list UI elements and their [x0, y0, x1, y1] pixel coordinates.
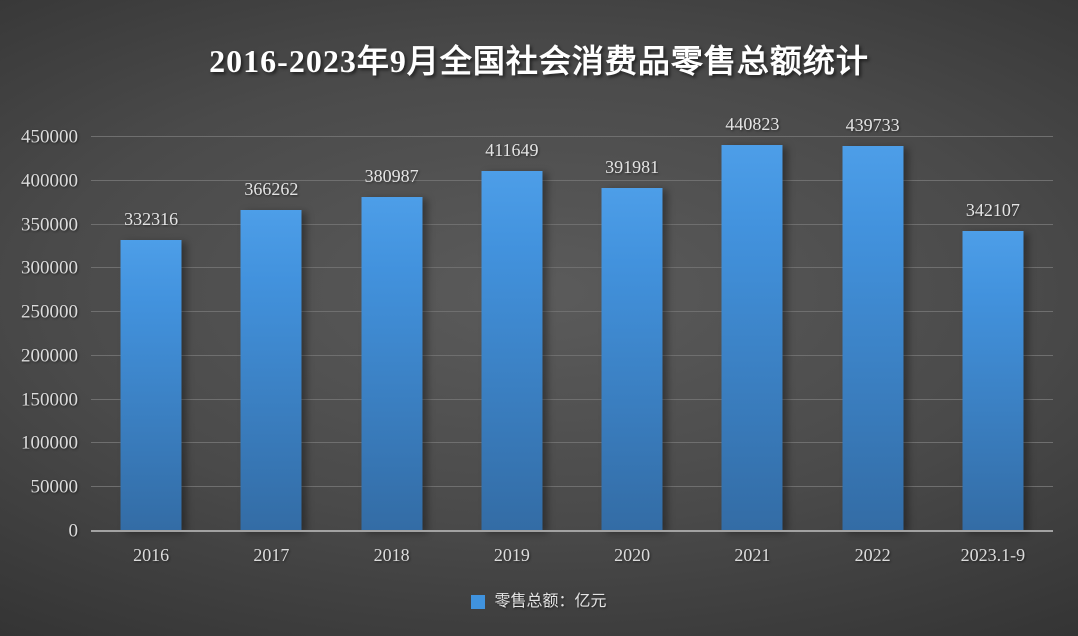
data-label-2019: 411649	[485, 139, 539, 160]
x-axis-labels: 2016 2017 2018 2019 2020 2021 2022 2023.1-9	[91, 545, 1053, 567]
x-tick-label-2016: 2016	[133, 545, 170, 565]
bar-2019	[481, 170, 543, 531]
gridline-50000	[91, 486, 1053, 488]
data-label-2022: 439733	[845, 115, 900, 135]
x-tick-label-2021: 2021	[734, 545, 771, 565]
bar-column-2020: 391981	[572, 137, 692, 531]
legend-label: 零售总额：亿元	[494, 593, 607, 610]
y-tick-label-200000: 200000	[21, 345, 78, 367]
y-tick-label-250000: 250000	[21, 301, 78, 323]
gridline-300000	[91, 267, 1053, 269]
gridline-350000	[91, 223, 1053, 225]
y-tick-label-450000: 450000	[21, 126, 78, 148]
y-tick-label-0: 0	[68, 520, 79, 542]
bar-2016	[120, 240, 182, 531]
bar-2022	[842, 146, 904, 531]
y-axis-labels: 0 50000 100000 150000 200000 250000 300000 3500…	[0, 128, 79, 541]
gridline-250000	[91, 311, 1053, 313]
y-tick-label-50000: 50000	[30, 476, 79, 498]
x-tick-label-2020: 2020	[614, 545, 651, 565]
y-tick-label-150000: 150000	[21, 389, 78, 411]
data-label-2016: 332316	[124, 209, 179, 230]
data-label-2017: 366262	[244, 179, 299, 200]
bar-column-2017: 366262	[211, 137, 331, 531]
gridline-100000	[91, 442, 1053, 444]
y-tick-label-350000: 350000	[21, 214, 78, 236]
bar-column-2023.1-9: 342107	[933, 137, 1053, 531]
chart-title: 2016-2023年9月全国社会消费品零售总额统计	[209, 43, 869, 79]
data-label-2021: 440823	[725, 114, 780, 135]
bars-container: 332316 366262 380987 411649 391981 440823 4397…	[91, 115, 1053, 531]
bar-2020	[601, 187, 663, 531]
legend-swatch-icon	[471, 595, 486, 609]
x-tick-label-2022: 2022	[854, 545, 891, 565]
gridline-450000	[91, 136, 1053, 137]
bar-column-2016: 332316	[91, 137, 211, 531]
x-tick-label-2019: 2019	[493, 545, 530, 565]
x-axis-line	[91, 530, 1053, 532]
bar-2017	[240, 210, 302, 531]
y-tick-label-100000: 100000	[21, 432, 78, 454]
x-tick-label-2018: 2018	[373, 545, 410, 565]
data-label-2020: 391981	[605, 156, 660, 177]
x-tick-label-2017: 2017	[253, 545, 290, 565]
data-label-2023.1-9: 342107	[965, 200, 1020, 221]
bar-column-2019: 411649	[452, 137, 572, 531]
gridline-400000	[91, 179, 1053, 181]
bar-2023.1-9	[962, 231, 1024, 531]
gridline-200000	[91, 354, 1053, 356]
y-tick-label-300000: 300000	[21, 257, 78, 279]
y-tick-label-400000: 400000	[21, 170, 78, 192]
legend: 零售总额：亿元	[0, 594, 1078, 610]
x-tick-label-2023.1-9: 2023.1-9	[960, 545, 1026, 565]
bar-column-2021: 440823	[692, 115, 812, 531]
bar-2018	[361, 197, 423, 531]
bar-2021	[721, 145, 783, 531]
plot-area: 332316 366262 380987 411649 391981 440823 4397…	[91, 115, 1053, 532]
gridline-150000	[91, 398, 1053, 400]
bar-column-2018: 380987	[332, 137, 452, 531]
bar-column-2022: 439733	[813, 116, 933, 531]
data-label-2018: 380987	[364, 166, 419, 187]
